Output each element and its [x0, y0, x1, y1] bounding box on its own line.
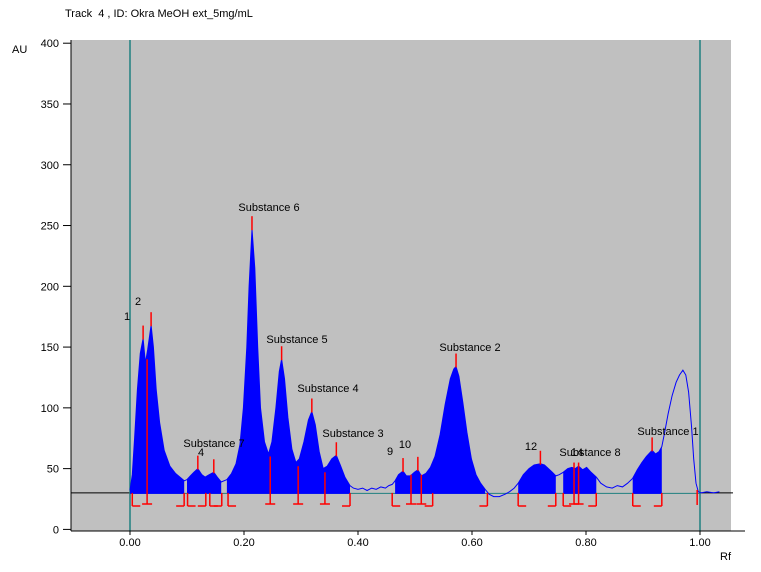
peak-fill [226, 229, 350, 494]
peak-label: Substance 3 [322, 428, 383, 440]
peak-label: 4 [198, 447, 204, 459]
y-tick-label: 300 [41, 160, 59, 172]
y-tick-label: 100 [41, 403, 59, 415]
peak-label: Substance 5 [266, 334, 327, 346]
peak-label: 12 [525, 441, 537, 453]
y-tick-label: 250 [41, 221, 59, 233]
x-tick-label: 0.80 [575, 537, 596, 549]
signal-curve [129, 229, 720, 498]
peak-fill [518, 463, 556, 494]
x-tick-label: 0.20 [233, 537, 254, 549]
x-tick-label: 0.60 [461, 537, 482, 549]
y-tick-label: 200 [41, 281, 59, 293]
peak-label: 2 [135, 296, 141, 308]
peak-label: 9 [387, 446, 393, 458]
peak-label: Substance 6 [238, 202, 299, 214]
peak-fill [563, 466, 597, 494]
y-tick-label: 400 [41, 38, 59, 50]
y-tick-label: 0 [53, 524, 59, 536]
x-tick-label: 1.00 [689, 537, 710, 549]
x-axis-label: Rf [720, 551, 731, 563]
y-tick-label: 150 [41, 342, 59, 354]
peak-fill [187, 468, 222, 494]
x-tick-label: 0.00 [119, 537, 140, 549]
peak-fill [632, 446, 662, 494]
peak-label: 10 [399, 439, 411, 451]
peak-label: 1 [124, 311, 130, 323]
y-tick-label: 50 [47, 464, 59, 476]
peak-label: Substance 4 [297, 383, 358, 395]
y-axis-label: AU [12, 44, 28, 56]
peak-label: Substance 8 [559, 447, 620, 459]
peak-fill [130, 325, 185, 494]
peak-label: Substance 1 [637, 426, 698, 438]
y-tick-label: 350 [41, 99, 59, 111]
peak-label: Substance 2 [439, 342, 500, 354]
track-title: Track 4 , ID: Okra MeOH ext_5mg/mL [65, 8, 253, 20]
plot-background [71, 40, 731, 531]
peak-fill [395, 366, 486, 494]
x-tick-label: 0.40 [347, 537, 368, 549]
peak-label: Substance 7 [183, 438, 244, 450]
peak-label: 14 [571, 447, 583, 459]
